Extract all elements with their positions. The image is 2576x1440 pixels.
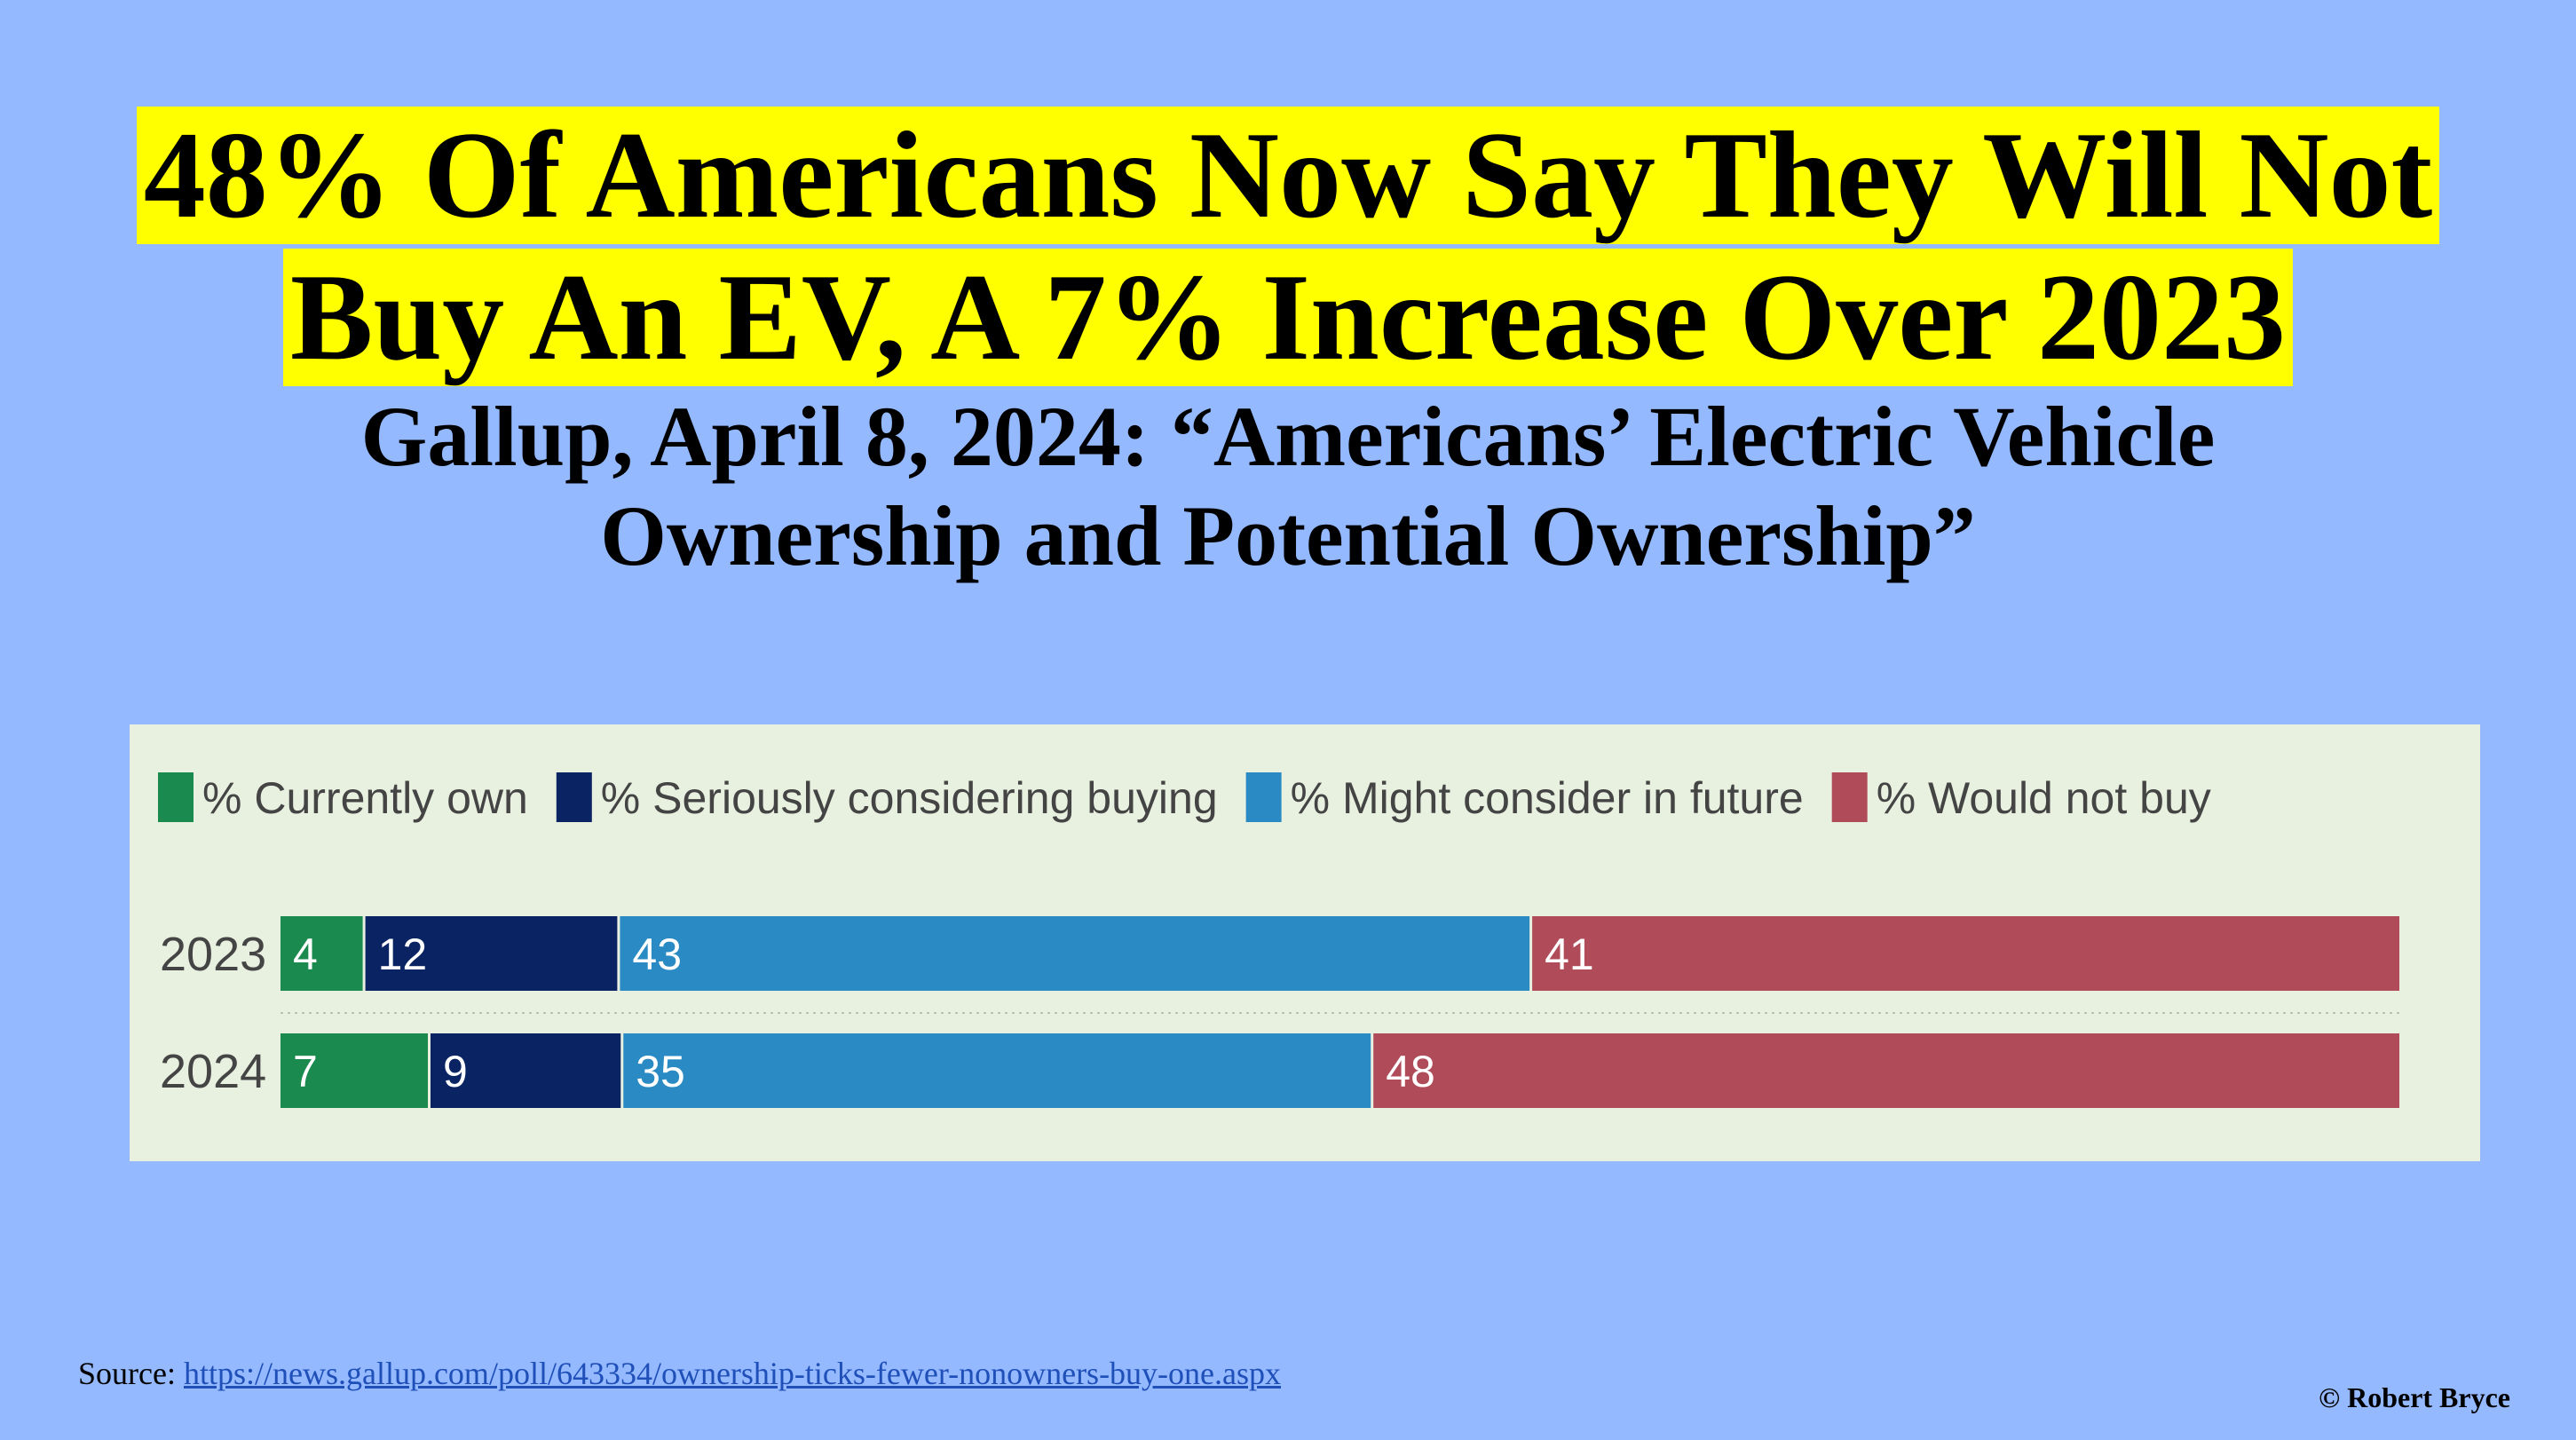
legend-label-might-consider-in-future: % Might consider in future [1291, 773, 1804, 823]
headline-line-1-text: 48% Of Americans Now Say They Will Not [136, 107, 2440, 244]
chart-rows: 2023 4 12 43 41 2024 7 9 35 48 [160, 916, 2399, 1108]
bar-value-label-2023-currently-own: 4 [293, 930, 318, 979]
legend-swatch-seriously-considering-buying [556, 772, 592, 822]
year-label-2023: 2023 [160, 928, 266, 981]
bar-value-label-2024-would-not-buy: 48 [1386, 1047, 1435, 1096]
legend-swatch-currently-own [158, 772, 194, 822]
chart-legend: % Currently own % Seriously considering b… [158, 772, 2211, 823]
bar-2024-currently-own [281, 1033, 428, 1108]
bar-value-label-2023-might-consider-in-future: 43 [632, 930, 682, 979]
bar-value-label-2024-seriously-considering-buying: 9 [443, 1047, 468, 1096]
legend-label-currently-own: % Currently own [202, 773, 528, 823]
subtitle-line-2: Ownership and Potential Ownership” [600, 488, 1976, 583]
legend-swatch-might-consider-in-future [1245, 772, 1282, 822]
source-label: Source: [78, 1356, 184, 1391]
bar-2024-seriously-considering-buying [430, 1033, 621, 1108]
bar-2023-would-not-buy [1532, 916, 2399, 991]
legend-label-seriously-considering-buying: % Seriously considering buying [601, 773, 1218, 823]
copyright-notice: © Robert Bryce [2319, 1381, 2510, 1413]
headline-line-2: Buy An EV, A 7% Increase Over 2023 [0, 247, 2576, 389]
bar-2024-might-consider-in-future [623, 1033, 1371, 1108]
subtitle-line-1: Gallup, April 8, 2024: “Americans’ Elect… [360, 389, 2216, 484]
bar-value-label-2023-would-not-buy: 41 [1545, 930, 1594, 979]
legend-label-would-not-buy: % Would not buy [1877, 773, 2211, 823]
bar-2023-might-consider-in-future [620, 916, 1530, 991]
bar-2023-seriously-considering-buying [365, 916, 618, 991]
source-line: Source: https://news.gallup.com/poll/643… [78, 1355, 1281, 1392]
chart-panel: % Currently own % Seriously considering b… [130, 724, 2480, 1161]
bar-2023-currently-own [281, 916, 363, 991]
year-label-2024: 2024 [160, 1045, 266, 1098]
legend-swatch-would-not-buy [1831, 772, 1868, 822]
stacked-bar-chart: % Currently own % Seriously considering b… [158, 772, 2402, 1108]
headline-line-2-text: Buy An EV, A 7% Increase Over 2023 [282, 249, 2294, 386]
bar-value-label-2024-currently-own: 7 [293, 1047, 318, 1096]
bar-value-label-2024-might-consider-in-future: 35 [636, 1047, 685, 1096]
bar-2024-would-not-buy [1373, 1033, 2399, 1108]
headline-line-1: 48% Of Americans Now Say They Will Not [0, 105, 2576, 247]
bar-value-label-2023-seriously-considering-buying: 12 [378, 930, 428, 979]
source-link[interactable]: https://news.gallup.com/poll/643334/owne… [183, 1356, 1282, 1391]
